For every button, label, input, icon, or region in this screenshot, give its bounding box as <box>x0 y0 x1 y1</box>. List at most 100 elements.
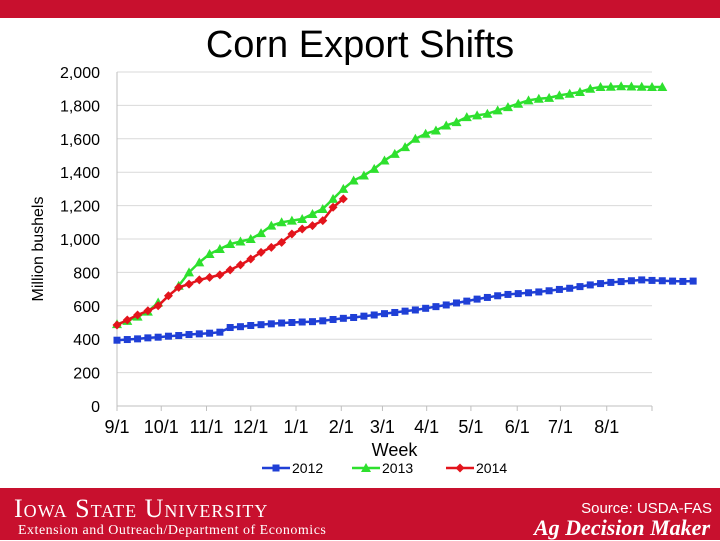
data-point-2014 <box>318 216 328 226</box>
brand-logo-text: Ag Decision Maker <box>534 515 710 540</box>
data-point-2013 <box>235 236 246 246</box>
data-point-2013 <box>204 249 215 259</box>
x-tick-label: 12/1 <box>233 417 268 437</box>
footer-bar <box>0 488 720 540</box>
data-point-2013 <box>225 239 236 249</box>
data-point-2012 <box>535 288 543 296</box>
data-point-2014 <box>163 291 173 301</box>
data-point-2012 <box>525 289 533 297</box>
data-point-2013 <box>523 95 534 105</box>
data-point-2013 <box>369 163 380 173</box>
x-tick-label: 5/1 <box>458 417 483 437</box>
data-point-2012 <box>226 324 234 332</box>
data-point-2014 <box>215 270 225 280</box>
data-point-2014 <box>153 301 163 311</box>
data-point-2014 <box>194 275 204 285</box>
y-tick-label: 800 <box>73 265 100 282</box>
data-point-2013 <box>585 83 596 93</box>
data-point-2014 <box>143 306 153 316</box>
data-point-2012 <box>216 328 224 336</box>
data-point-2014 <box>297 224 307 234</box>
data-point-2012 <box>154 333 162 341</box>
data-point-2012 <box>597 280 605 288</box>
data-point-2012 <box>350 313 358 321</box>
data-point-2013 <box>554 90 565 100</box>
x-tick-label: 8/1 <box>594 417 619 437</box>
legend-label-2013: 2013 <box>382 460 413 476</box>
y-tick-label: 400 <box>73 332 100 349</box>
data-point-2013 <box>533 93 544 103</box>
data-point-2012 <box>648 276 656 284</box>
x-tick-label: 7/1 <box>548 417 573 437</box>
slide-title: Corn Export Shifts <box>205 24 515 66</box>
data-point-2014 <box>174 282 184 292</box>
data-point-2013 <box>626 81 637 91</box>
data-point-2013 <box>605 81 616 91</box>
data-point-2012 <box>422 304 430 312</box>
data-point-2013 <box>451 117 462 127</box>
data-point-2013 <box>379 155 390 165</box>
data-point-2013 <box>564 88 575 98</box>
data-point-2013 <box>410 133 421 143</box>
data-point-2012 <box>586 281 594 289</box>
data-point-2012 <box>494 292 502 300</box>
x-tick-label: 11/1 <box>190 417 224 437</box>
data-point-2014 <box>184 279 194 289</box>
data-point-2013 <box>420 128 431 138</box>
data-point-2012 <box>195 330 203 338</box>
data-point-2012 <box>236 323 244 331</box>
data-point-2013 <box>338 183 349 193</box>
data-point-2013 <box>482 108 493 118</box>
data-point-2012 <box>319 317 327 325</box>
data-point-2013 <box>461 112 472 122</box>
data-point-2012 <box>144 334 152 342</box>
y-tick-label: 2,000 <box>60 65 100 82</box>
data-point-2014 <box>338 194 348 204</box>
data-point-2012 <box>627 277 635 285</box>
data-point-2014 <box>307 221 317 231</box>
x-tick-label: 1/1 <box>284 417 309 437</box>
data-point-2012 <box>381 310 388 318</box>
data-point-2012 <box>185 331 193 339</box>
data-point-2014 <box>225 265 235 275</box>
y-tick-label: 600 <box>73 299 100 316</box>
data-point-2013 <box>328 193 339 203</box>
data-point-2014 <box>287 229 297 239</box>
data-point-2014 <box>235 260 245 270</box>
data-point-2012 <box>576 283 584 291</box>
data-point-2012 <box>453 299 461 307</box>
data-point-2012 <box>669 277 677 285</box>
y-tick-label: 1,600 <box>60 132 100 149</box>
data-point-2012 <box>514 290 522 298</box>
data-point-2012 <box>607 278 615 286</box>
data-point-2012 <box>566 284 574 292</box>
data-point-2013 <box>492 105 503 115</box>
y-axis-label: Million bushels <box>30 197 47 302</box>
x-tick-label: 3/1 <box>370 417 395 437</box>
data-point-2013 <box>472 110 483 120</box>
data-point-2012 <box>658 277 666 285</box>
data-point-2012 <box>113 336 121 344</box>
data-point-2012 <box>164 332 172 340</box>
data-point-2013 <box>544 92 555 102</box>
data-point-2013 <box>286 215 297 225</box>
data-point-2012 <box>679 277 687 285</box>
data-point-2012 <box>617 278 625 286</box>
data-point-2013 <box>595 82 606 92</box>
data-point-2012 <box>370 311 378 319</box>
data-point-2012 <box>504 290 512 298</box>
data-point-2013 <box>502 102 513 112</box>
data-point-2014 <box>133 310 143 320</box>
data-point-2012 <box>175 332 183 340</box>
data-point-2014 <box>205 272 215 282</box>
data-point-2012 <box>432 303 440 311</box>
data-point-2013 <box>657 82 668 92</box>
y-tick-label: 1,000 <box>60 232 100 249</box>
y-tick-label: 200 <box>73 366 100 383</box>
data-point-2012 <box>267 320 275 328</box>
y-tick-label: 1,400 <box>60 165 100 182</box>
data-point-2012 <box>298 318 306 326</box>
data-point-2013 <box>348 175 359 185</box>
data-point-2014 <box>277 237 287 247</box>
data-point-2014 <box>246 254 256 264</box>
